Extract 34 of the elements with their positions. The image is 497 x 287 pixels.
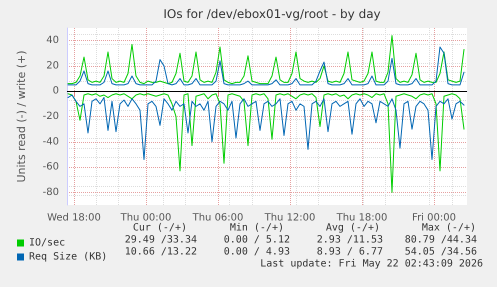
line-series [68,35,464,84]
text: Max (-/+) [422,222,476,234]
x-tick-label: Thu 12:00 [264,212,316,224]
line-series [68,93,464,193]
y-tick-label: -20 [42,111,59,122]
text: 0.00 / 4.93 [224,246,290,258]
y-axis-title: Units read (-) / write (+) [15,50,28,183]
text: Avg (-/+) [326,222,380,234]
text: 80.79 /44.34 [404,234,477,246]
text: 10.66 /13.22 [124,246,197,258]
y-tick-label: -40 [42,136,59,148]
y-tick-label: 0 [52,86,59,97]
x-tick-label: Thu 18:00 [336,212,388,224]
y-tick-label: 20 [46,60,59,72]
line-series [68,46,464,86]
text: Cur (-/+) [132,222,187,234]
text: Last update: Fri May 22 02:43:09 2026 [260,258,483,270]
y-tick-label: -80 [42,186,59,198]
chart-title: IOs for /dev/ebox01-vg/root - by day [163,7,381,21]
y-tick-label: 40 [46,35,59,46]
line-series [68,94,464,160]
text: 29.49 /33.34 [124,234,197,246]
legend-label: IO/sec [29,238,66,248]
text: 0.00 / 5.12 [224,234,290,246]
x-tick-label: Thu 00:00 [120,212,172,224]
x-tick-label: Wed 18:00 [47,212,101,224]
y-tick-label: -60 [42,162,59,173]
x-tick-label: Fri 00:00 [412,212,456,224]
legend-label: Req Size (KB) [29,252,108,262]
x-tick-label: Thu 06:00 [192,212,244,224]
text: 54.05 /34.56 [404,246,477,258]
text: 2.93 /11.53 [316,234,383,246]
text: 8.93 / 6.77 [316,246,383,258]
text: Min (-/+) [230,222,284,234]
